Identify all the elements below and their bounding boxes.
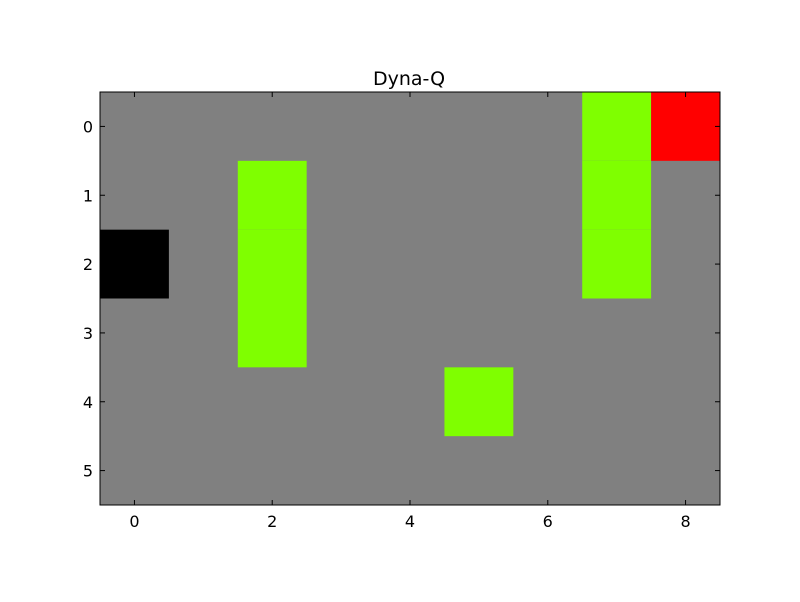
x-tick-label: 0 — [129, 512, 139, 531]
x-tick-label: 8 — [680, 512, 690, 531]
goal-cell — [651, 92, 720, 161]
obstacle-cell — [582, 92, 652, 161]
y-tick-label: 2 — [83, 255, 93, 274]
y-tick-label: 4 — [83, 393, 93, 412]
x-tick-label: 2 — [267, 512, 277, 531]
axes: 0 2 4 6 8 0 1 2 3 4 5 — [83, 91, 721, 531]
y-tick-label: 5 — [83, 462, 93, 481]
obstacle-cell — [237, 160, 307, 230]
obstacle-cell — [582, 160, 652, 230]
obstacle-cell — [237, 298, 307, 368]
y-tick-label: 3 — [83, 324, 93, 343]
y-tick-label: 1 — [83, 186, 93, 205]
y-tick-label: 0 — [83, 117, 93, 136]
x-tick-label: 4 — [405, 512, 415, 531]
obstacle-cell — [582, 229, 652, 299]
obstacle-cell — [444, 367, 514, 437]
x-tick-label: 6 — [543, 512, 553, 531]
grid-cells — [100, 92, 720, 437]
chart-title: Dyna-Q — [373, 68, 445, 90]
obstacle-cell — [237, 229, 307, 299]
start-cell — [100, 229, 169, 299]
